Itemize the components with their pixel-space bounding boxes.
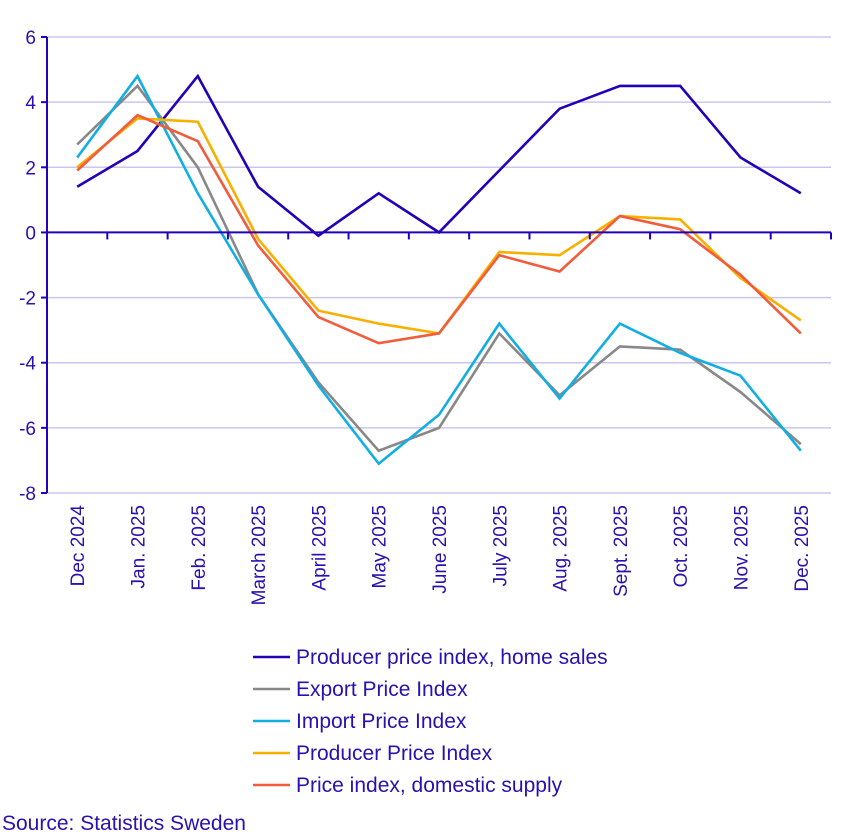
legend-label: Producer Price Index <box>296 742 493 765</box>
x-tick-label: Dec. 2025 <box>792 505 813 592</box>
x-tick-label: June 2025 <box>430 505 451 594</box>
y-tick-label: -8 <box>19 484 36 505</box>
y-tick-label: -4 <box>19 354 36 375</box>
y-tick-label: 6 <box>25 28 36 49</box>
x-tick-label: Sept. 2025 <box>611 505 632 597</box>
x-tick-label: Oct. 2025 <box>671 505 692 587</box>
series-line-2 <box>76 73 802 466</box>
y-tick-label: -6 <box>19 419 36 440</box>
legend-label: Producer price index, home sales <box>296 646 608 669</box>
legend-label: Export Price Index <box>296 678 468 701</box>
x-tick-label: Dec 2024 <box>68 505 89 587</box>
legend-label: Price index, domestic supply <box>296 774 563 797</box>
series-line-1 <box>76 83 802 453</box>
series-line-0 <box>76 73 802 238</box>
source-note: Source: Statistics Sweden <box>2 812 246 835</box>
y-tick-label: 4 <box>25 93 36 114</box>
x-tick-label: Feb. 2025 <box>189 505 210 591</box>
x-tick-label: May 2025 <box>370 505 391 588</box>
x-tick-label: April 2025 <box>309 505 330 591</box>
x-tick-label: Nov. 2025 <box>732 505 753 590</box>
x-tick-label: July 2025 <box>490 505 511 586</box>
x-tick-label: Jan. 2025 <box>128 505 149 588</box>
y-tick-label: -2 <box>19 289 36 310</box>
y-tick-label: 2 <box>25 158 36 179</box>
legend-label: Import Price Index <box>296 710 467 733</box>
x-tick-label: Aug. 2025 <box>551 505 572 592</box>
y-tick-label: 0 <box>25 223 36 244</box>
x-tick-label: March 2025 <box>249 505 270 605</box>
series-line-4 <box>76 113 802 345</box>
